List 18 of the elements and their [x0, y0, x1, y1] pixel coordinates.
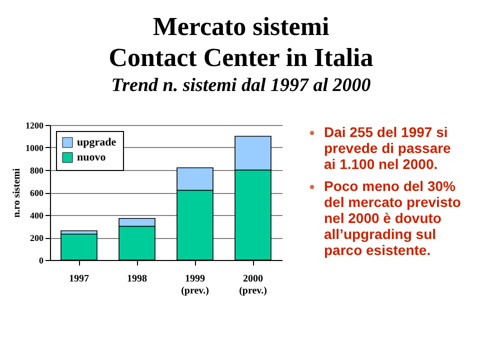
- legend-label: upgrade: [77, 136, 116, 148]
- text: Dai 255 del 1997 si prevede di passare ai 1.100 nel 2000.: [324, 124, 452, 172]
- y-tick-label: 200: [30, 233, 44, 243]
- x-tick-label: 2000 (prev.): [239, 274, 267, 296]
- x-tick-label: 1997: [69, 274, 89, 284]
- y-tick-label: 400: [30, 210, 44, 220]
- chart-subtitle: Trend n. sistemi dal 1997 al 2000: [111, 75, 372, 96]
- x-tick-label: 1998: [127, 274, 147, 284]
- legend-label: nuovo: [77, 152, 106, 164]
- x-tick-label: 1999 (prev.): [181, 274, 209, 296]
- y-tick-label: 800: [30, 166, 44, 176]
- y-axis-title: n.ro sistemi: [12, 168, 22, 218]
- y-tick-label: 1200: [26, 120, 44, 130]
- y-tick-label: 600: [30, 188, 44, 198]
- y-tick-label: 0: [39, 256, 44, 266]
- text: Poco meno del 30% del mercato previsto nel 2000 è dovuto all’upgrading sul parco esistente.: [324, 178, 461, 258]
- chart-title: Mercato sistemi Contact Center in Italia: [108, 12, 374, 72]
- y-tick-label: 1000: [26, 143, 44, 153]
